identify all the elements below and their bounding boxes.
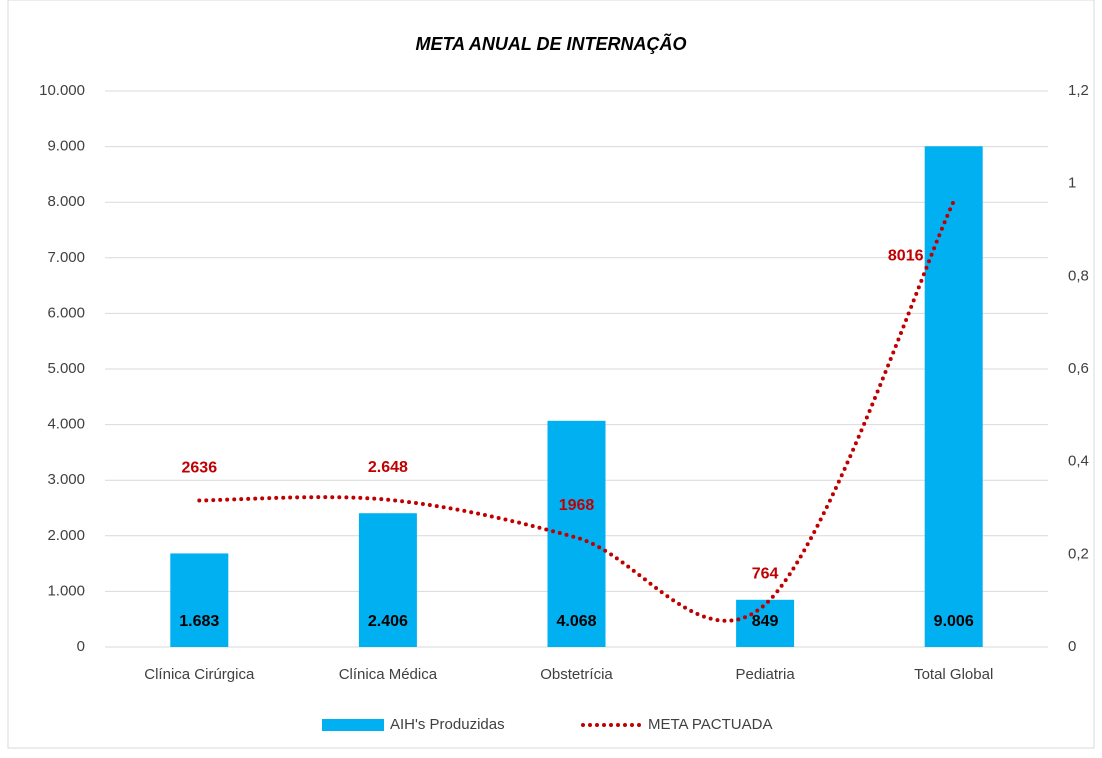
x-tick-label: Clínica Cirúrgica <box>144 666 255 683</box>
bar <box>547 420 606 647</box>
x-tick-label: Pediatria <box>735 666 795 683</box>
y2-tick-label: 0,4 <box>1068 453 1089 470</box>
y-tick-label: 7.000 <box>47 249 85 266</box>
bar-value-label: 9.006 <box>934 613 974 630</box>
line-value-label: 8016 <box>888 248 924 265</box>
legend-swatch <box>322 719 384 731</box>
y2-tick-label: 0,2 <box>1068 545 1089 562</box>
y2-tick-label: 0 <box>1068 638 1076 655</box>
bar-value-label: 849 <box>752 613 779 630</box>
y-tick-label: 2.000 <box>47 527 85 544</box>
x-tick-label: Clínica Médica <box>339 666 438 683</box>
line <box>197 199 956 623</box>
x-tick-label: Obstetrícia <box>540 666 613 683</box>
legend-label: META PACTUADA <box>648 716 772 733</box>
bar-value-label: 4.068 <box>556 613 596 630</box>
bar <box>924 146 983 647</box>
y2-tick-label: 1 <box>1068 175 1076 192</box>
bar <box>170 553 229 647</box>
legend-label: AIH's Produzidas <box>390 716 505 733</box>
y-tick-label: 8.000 <box>47 193 85 210</box>
y-tick-label: 3.000 <box>47 471 85 488</box>
y2-tick-label: 1,2 <box>1068 82 1089 99</box>
bar <box>358 513 417 647</box>
line-value-label: 2.648 <box>368 459 408 476</box>
line-value-label: 2636 <box>182 460 218 477</box>
y-tick-label: 4.000 <box>47 416 85 433</box>
y2-tick-label: 0,6 <box>1068 360 1089 377</box>
bar-value-label: 1.683 <box>179 613 219 630</box>
bar <box>736 599 795 647</box>
y2-tick-label: 0,8 <box>1068 267 1089 284</box>
line-value-label: 764 <box>752 566 779 583</box>
y-tick-label: 9.000 <box>47 138 85 155</box>
y-tick-label: 5.000 <box>47 360 85 377</box>
y-tick-label: 0 <box>77 638 85 655</box>
y-tick-label: 1.000 <box>47 582 85 599</box>
y-tick-label: 10.000 <box>39 82 85 99</box>
line-value-label: 1968 <box>559 497 595 514</box>
chart-title: META ANUAL DE INTERNAÇÃO <box>416 33 687 54</box>
x-tick-label: Total Global <box>914 666 993 683</box>
bar-value-label: 2.406 <box>368 613 408 630</box>
y-tick-label: 6.000 <box>47 304 85 321</box>
